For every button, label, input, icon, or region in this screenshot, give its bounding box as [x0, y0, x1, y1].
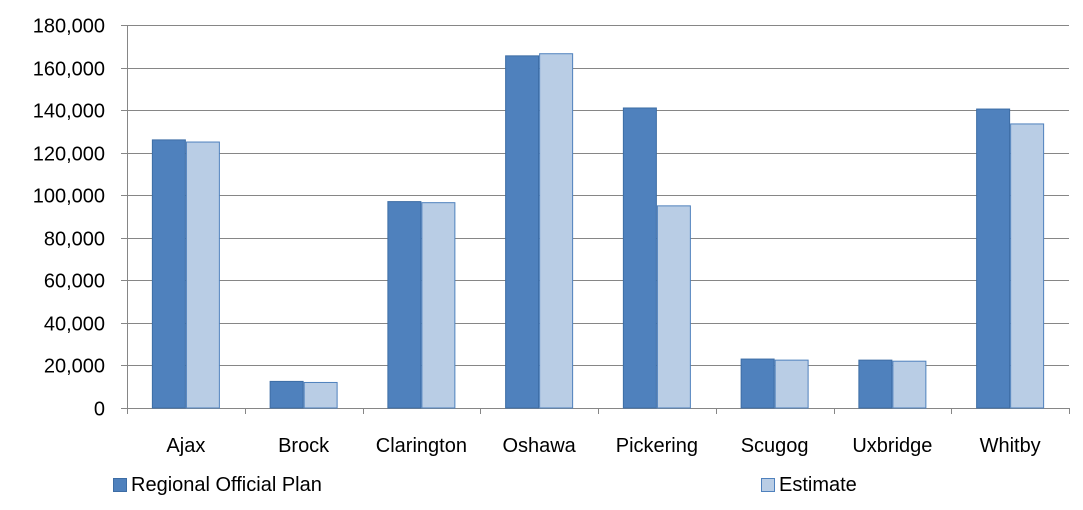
bar-estimate-oshawa — [539, 53, 574, 409]
legend-label-regional-official-plan: Regional Official Plan — [131, 474, 322, 496]
y-tick-label: 40,000 — [44, 314, 105, 336]
x-tick-label-pickering: Pickering — [616, 435, 698, 457]
legend-swatch-regional-official-plan — [113, 478, 127, 492]
bar-estimate-whitby — [1010, 123, 1045, 409]
bar-estimate-ajax — [185, 141, 220, 409]
y-tick-label: 100,000 — [33, 186, 105, 208]
bar-regional-official-plan-scugog — [740, 358, 775, 409]
bar-regional-official-plan-oshawa — [505, 55, 540, 409]
bars — [151, 53, 1045, 409]
y-tick-label: 160,000 — [33, 59, 105, 81]
x-tick-label-brock: Brock — [278, 435, 330, 457]
y-tick-label: 20,000 — [44, 356, 105, 378]
gridlines — [127, 25, 1069, 366]
bar-estimate-brock — [303, 381, 338, 409]
x-tick-label-oshawa: Oshawa — [502, 435, 576, 457]
y-tick-label: 120,000 — [33, 144, 105, 166]
bar-regional-official-plan-clarington — [387, 201, 422, 409]
bar-estimate-pickering — [656, 205, 691, 409]
y-tick-label: 140,000 — [33, 101, 105, 123]
bar-estimate-clarington — [421, 202, 456, 409]
legend-label-estimate: Estimate — [779, 474, 857, 496]
bar-regional-official-plan-pickering — [622, 107, 657, 409]
x-tick-label-scugog: Scugog — [741, 435, 809, 457]
y-tick-label: 80,000 — [44, 229, 105, 251]
x-tick-label-whitby: Whitby — [980, 435, 1041, 457]
bar-regional-official-plan-brock — [269, 380, 304, 409]
legend: Regional Official Plan Estimate — [113, 474, 857, 496]
x-tick-label-ajax: Ajax — [166, 435, 205, 457]
x-tick-label-clarington: Clarington — [376, 435, 467, 457]
bar-regional-official-plan-ajax — [151, 139, 186, 409]
y-tick-label: 60,000 — [44, 271, 105, 293]
y-tick-label: 180,000 — [33, 16, 105, 38]
axes — [121, 25, 1070, 414]
bar-estimate-uxbridge — [892, 360, 927, 409]
bar-regional-official-plan-whitby — [976, 108, 1011, 409]
bar-regional-official-plan-uxbridge — [858, 359, 893, 409]
bar-estimate-scugog — [774, 359, 809, 409]
x-tick-label-uxbridge: Uxbridge — [852, 435, 932, 457]
y-tick-label: 0 — [94, 399, 105, 421]
tick-labels: 0 20,000 40,000 60,000 80,000 100,000 120,000 1… — [33, 16, 1041, 458]
legend-swatch-estimate — [761, 478, 775, 492]
